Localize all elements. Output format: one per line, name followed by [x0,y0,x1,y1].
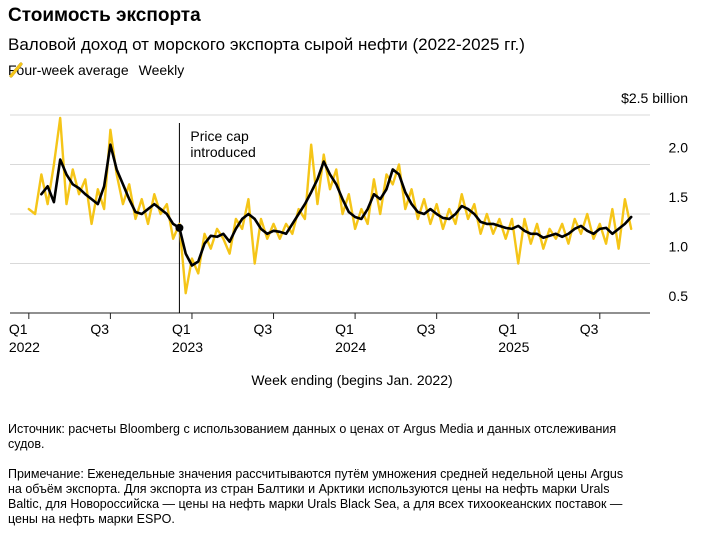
y-tick-label: $2.5 billion [621,90,688,106]
legend-label: Four-week average [8,62,129,78]
note: Примечание: Еженедельные значения рассчи… [8,467,624,526]
x-tick-label: Q3 [253,321,273,337]
legend-swatch-line [9,62,23,78]
legend-label: Weekly [138,62,185,78]
legend-item: Weekly [9,62,185,78]
annotation: Price cap introduced [190,128,256,160]
x-tick-label: Q3 [90,321,110,337]
x-tick-label: Q1 2025 [498,321,530,355]
legend-swatch [9,62,23,78]
y-tick-label: 0.5 [669,288,689,304]
plot: 0.5 1.0 1.5 2.0 $2.5 billion [10,90,689,319]
legend-item: Four-week average [8,62,129,78]
chart: Стоимость экспорта Валовой доход от морс… [8,5,689,526]
footnotes: Источник: расчеты Bloomberg с использова… [8,407,638,542]
chart-title: Стоимость экспорта [8,5,201,26]
source: Источник: расчеты Bloomberg с использова… [8,422,617,451]
x-tick-label: Q1 2024 [335,321,367,355]
x-tick-label: Q1 2023 [171,321,204,355]
series-line [27,116,633,295]
y-tick-label: 1.5 [669,189,689,205]
series-line [40,143,633,267]
y-tick-label: 2.0 [669,140,689,156]
x-tick-label: Q3 [579,321,599,337]
chart-subtitle: Валовой доход от морского экспорта сырой… [8,35,525,54]
x-tick-label: Q3 [416,321,436,337]
annotation-dot [175,223,184,232]
y-tick-label: 1.0 [669,239,689,255]
x-tick-label: Q1 2022 [8,321,40,355]
x-axis-label: Week ending (begins Jan. 2022) [251,372,453,388]
legend: Four-week average Weekly [8,62,194,78]
